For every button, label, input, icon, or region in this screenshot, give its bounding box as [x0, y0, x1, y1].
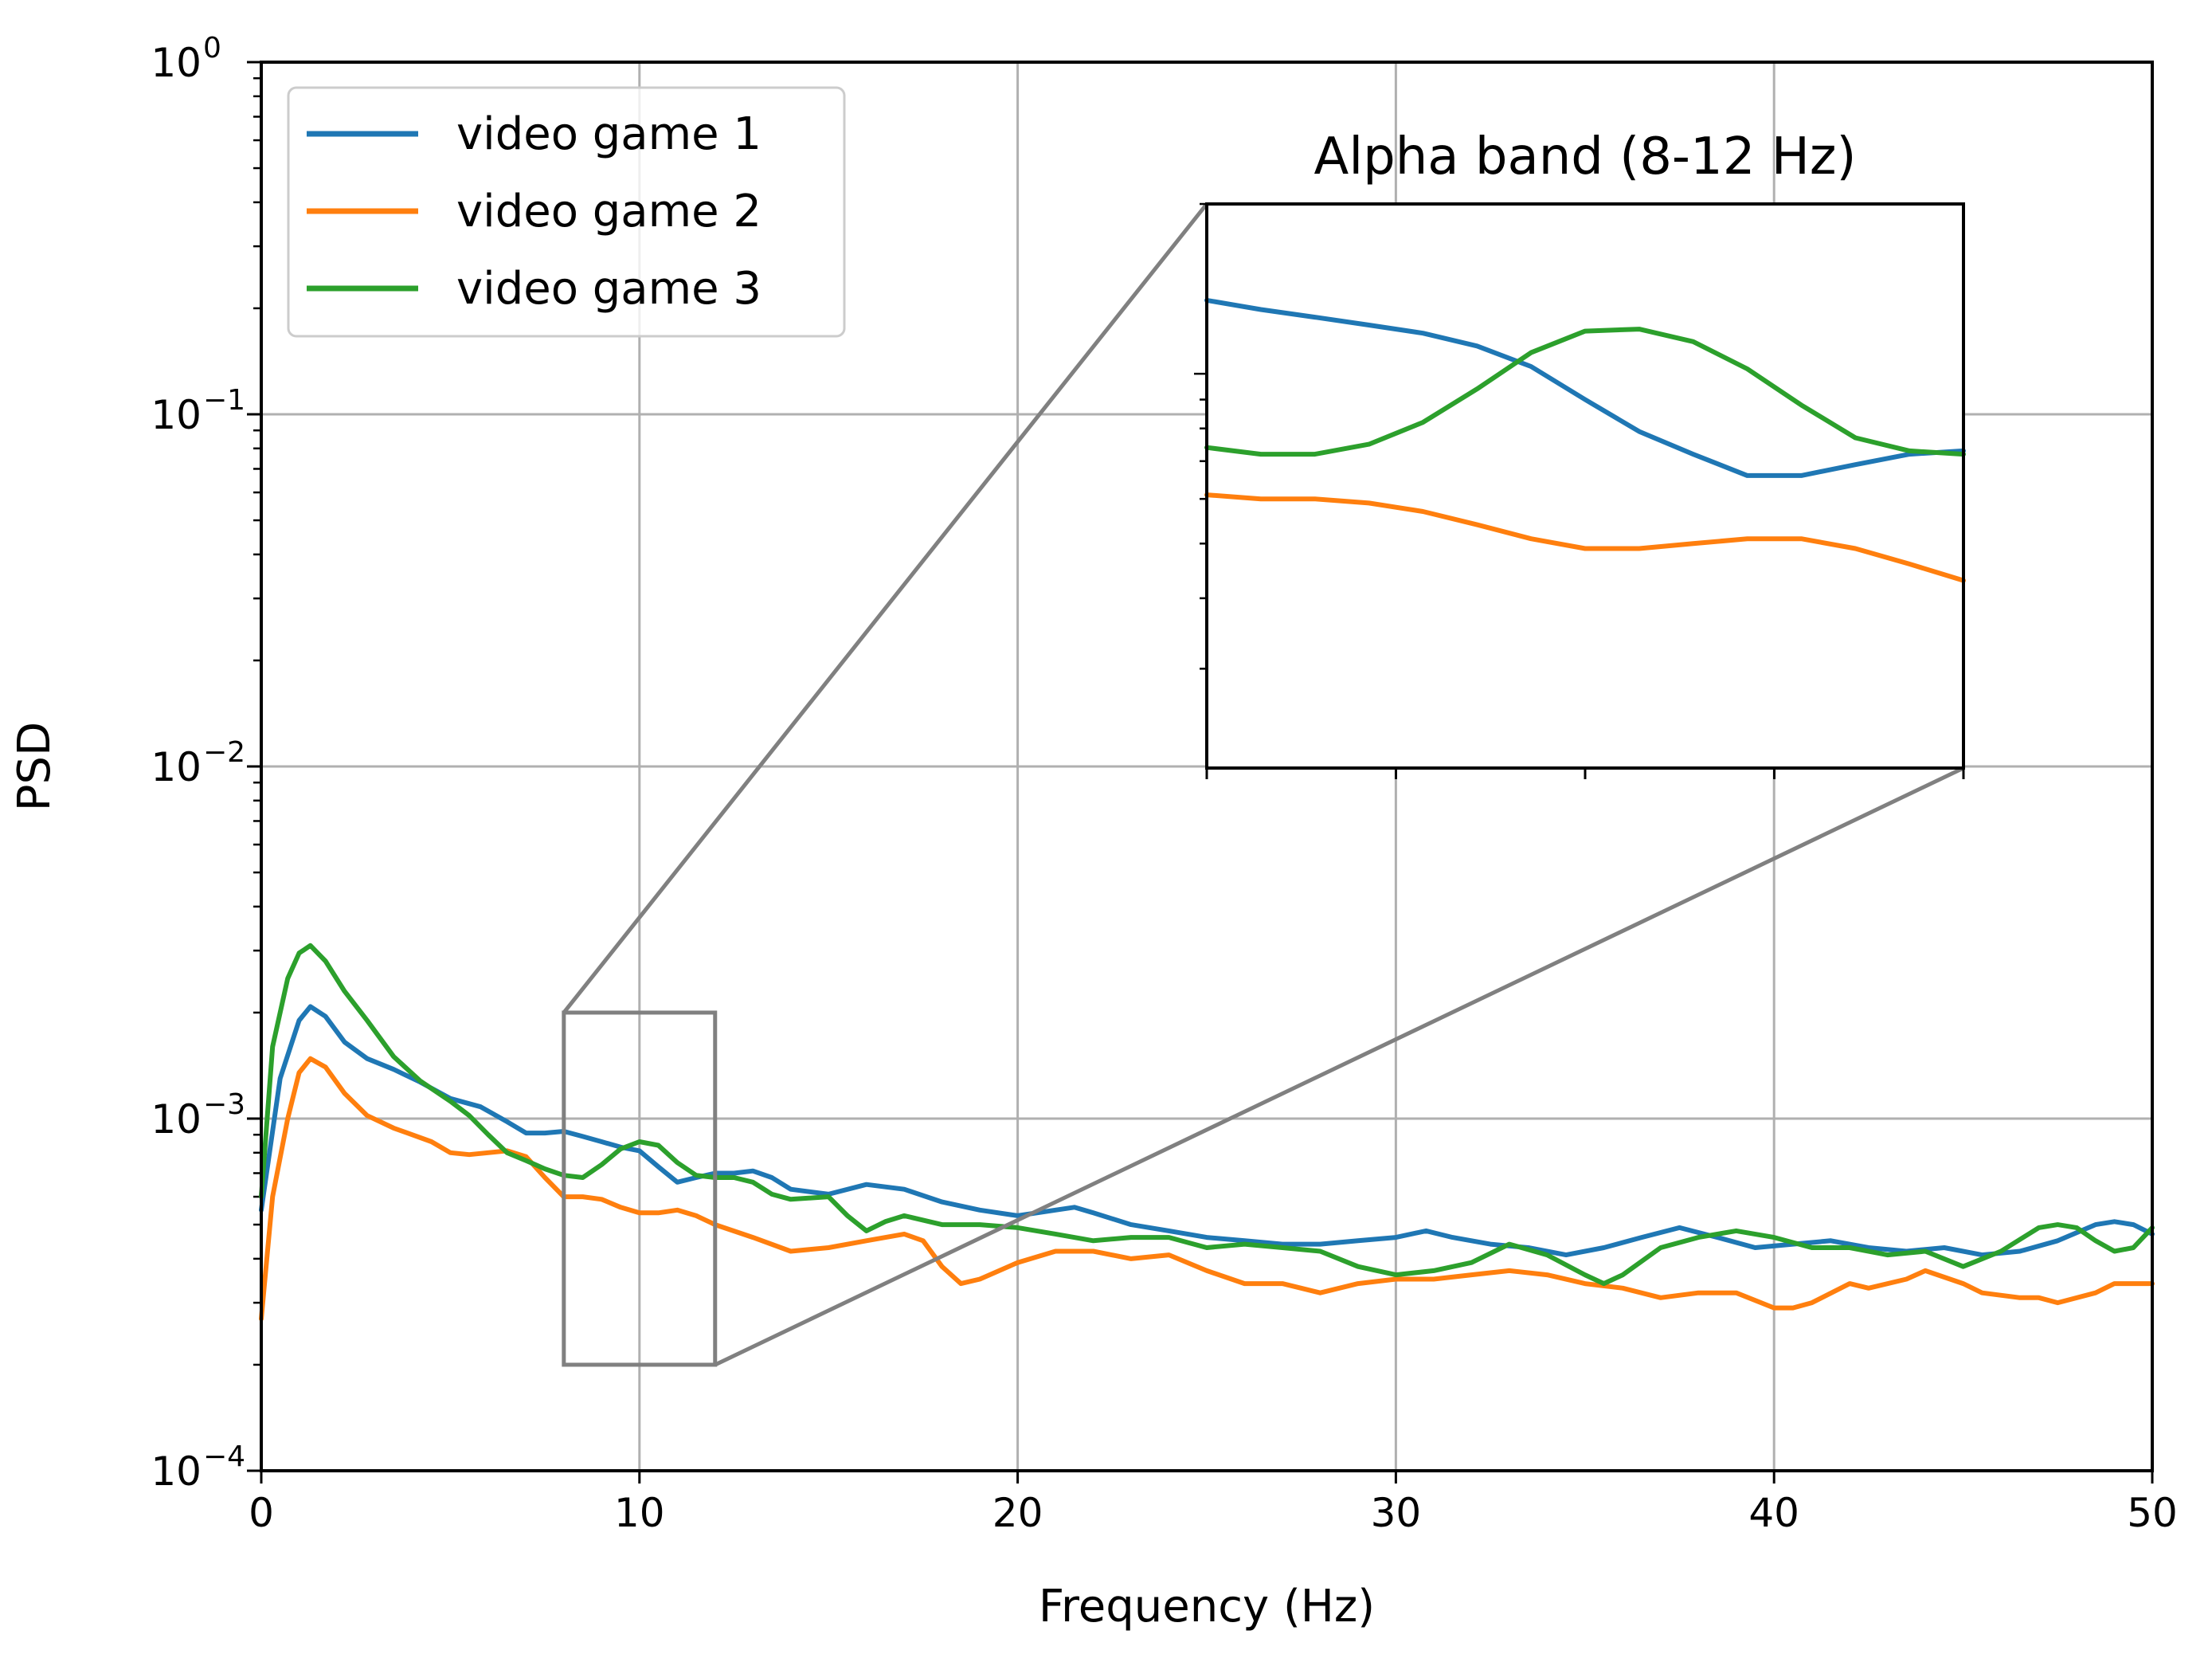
- x-axis-label: Frequency (Hz): [1039, 1581, 1375, 1632]
- legend-box: [287, 86, 846, 338]
- inset-plot: Alpha band (8-12 Hz): [1194, 127, 1966, 779]
- y-tick-base: 10: [151, 1096, 202, 1143]
- zoom-indicator: [562, 202, 1965, 1367]
- y-tick-base: 10: [151, 392, 202, 438]
- inset-line-video-game-1: [1204, 297, 1966, 478]
- inset-background: [1207, 204, 1963, 768]
- x-tick-label: 50: [2127, 1490, 2178, 1536]
- x-tick-label: 0: [249, 1490, 274, 1536]
- legend-items: video game 1 video game 2 video game 3: [307, 108, 761, 315]
- zoom-connector: [562, 202, 1208, 1014]
- y-tick-label: 10 0: [151, 32, 221, 86]
- y-tick-base: 10: [151, 744, 202, 790]
- x-tick-label: 10: [614, 1490, 665, 1536]
- inset-series-lines: [1204, 297, 1966, 583]
- legend-label: video game 3: [456, 263, 761, 315]
- x-tick-label: 20: [992, 1490, 1043, 1536]
- y-tick-exponent: −3: [203, 1088, 245, 1121]
- y-tick-exponent: −1: [203, 384, 245, 417]
- inset-ticks: [1194, 202, 1965, 779]
- x-tick-label: 30: [1371, 1490, 1422, 1536]
- y-tick-label: 10 −4: [151, 1440, 245, 1495]
- legend-label: video game 2: [456, 186, 761, 237]
- zoom-connector: [714, 766, 1965, 1367]
- y-tick-exponent: −4: [203, 1440, 245, 1473]
- inset-line-video-game-3: [1204, 327, 1966, 457]
- inset-title: Alpha band (8-12 Hz): [1314, 127, 1857, 186]
- zoom-rectangle: [562, 1010, 718, 1367]
- y-tick-label: 10 −2: [151, 736, 245, 790]
- inset-line-video-game-2: [1204, 492, 1966, 583]
- series-line-video-game-2: [259, 1056, 2155, 1322]
- y-tick-base: 10: [151, 40, 202, 86]
- series-line-video-game-3: [259, 943, 2155, 1287]
- legend-item: video game 3: [307, 263, 761, 315]
- y-tick-exponent: −2: [203, 736, 245, 769]
- legend-item: video game 2: [307, 186, 761, 237]
- y-axis-label: PSD: [9, 722, 61, 811]
- legend: video game 1 video game 2 video game 3: [287, 86, 846, 338]
- y-tick-label: 10 −1: [151, 384, 245, 438]
- y-tick-label: 10 −3: [151, 1088, 245, 1143]
- y-tick-base: 10: [151, 1448, 202, 1495]
- x-axis-ticks: 0 10 20 30 40 50: [249, 1471, 2178, 1536]
- legend-label: video game 1: [456, 108, 761, 160]
- y-tick-exponent: 0: [203, 32, 221, 65]
- x-tick-label: 40: [1748, 1490, 1799, 1536]
- legend-item: video game 1: [307, 108, 761, 160]
